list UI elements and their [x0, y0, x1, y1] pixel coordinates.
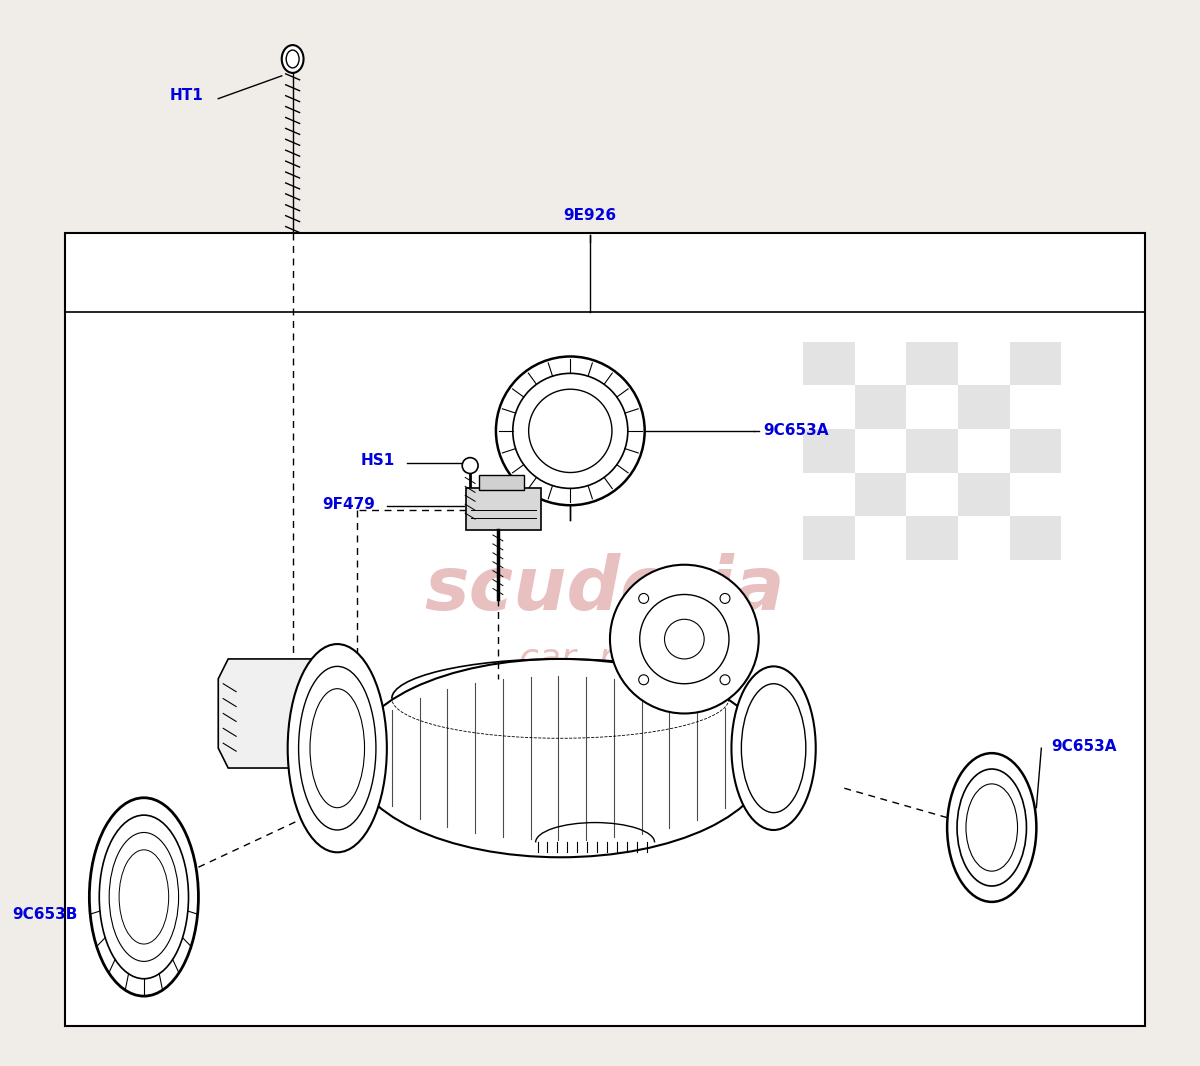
Polygon shape [466, 488, 540, 530]
Circle shape [529, 389, 612, 472]
Ellipse shape [109, 833, 179, 962]
Bar [65, 232, 1146, 1025]
Ellipse shape [89, 797, 198, 996]
Bar [479, 475, 523, 490]
Text: car  parts: car parts [518, 642, 691, 676]
Circle shape [638, 594, 649, 603]
Text: 9C653A: 9C653A [1051, 739, 1117, 754]
Circle shape [640, 595, 728, 683]
Bar [958, 385, 1009, 429]
Circle shape [720, 594, 730, 603]
Bar [1009, 429, 1061, 472]
Circle shape [665, 619, 704, 659]
Bar [1009, 516, 1061, 560]
Circle shape [610, 565, 758, 713]
Text: 9C653A: 9C653A [763, 423, 829, 438]
Ellipse shape [119, 850, 169, 944]
Ellipse shape [352, 659, 769, 857]
Bar [803, 516, 854, 560]
Bar [958, 472, 1009, 516]
Bar [906, 429, 958, 472]
Circle shape [496, 356, 644, 505]
Bar [854, 472, 906, 516]
Polygon shape [218, 659, 328, 768]
Text: scuderia: scuderia [425, 553, 785, 626]
Bar [1009, 341, 1061, 385]
Ellipse shape [966, 784, 1018, 871]
Bar [854, 385, 906, 429]
Ellipse shape [299, 666, 376, 830]
Circle shape [638, 675, 649, 684]
Ellipse shape [286, 50, 299, 68]
Circle shape [462, 457, 478, 473]
Text: 9E926: 9E926 [564, 208, 617, 223]
Text: HS1: HS1 [360, 453, 395, 468]
Ellipse shape [732, 666, 816, 830]
Ellipse shape [288, 644, 386, 853]
Ellipse shape [282, 45, 304, 72]
Circle shape [512, 373, 628, 488]
Bar [906, 516, 958, 560]
Ellipse shape [958, 769, 1026, 886]
Ellipse shape [100, 815, 188, 979]
Bar [803, 429, 854, 472]
Ellipse shape [947, 754, 1037, 902]
Text: HT1: HT1 [169, 88, 203, 103]
Text: 9C653B: 9C653B [12, 907, 78, 922]
Ellipse shape [742, 683, 806, 812]
Bar [803, 341, 854, 385]
Text: 9F479: 9F479 [322, 497, 374, 512]
Circle shape [720, 675, 730, 684]
Bar [906, 341, 958, 385]
Ellipse shape [310, 689, 365, 808]
